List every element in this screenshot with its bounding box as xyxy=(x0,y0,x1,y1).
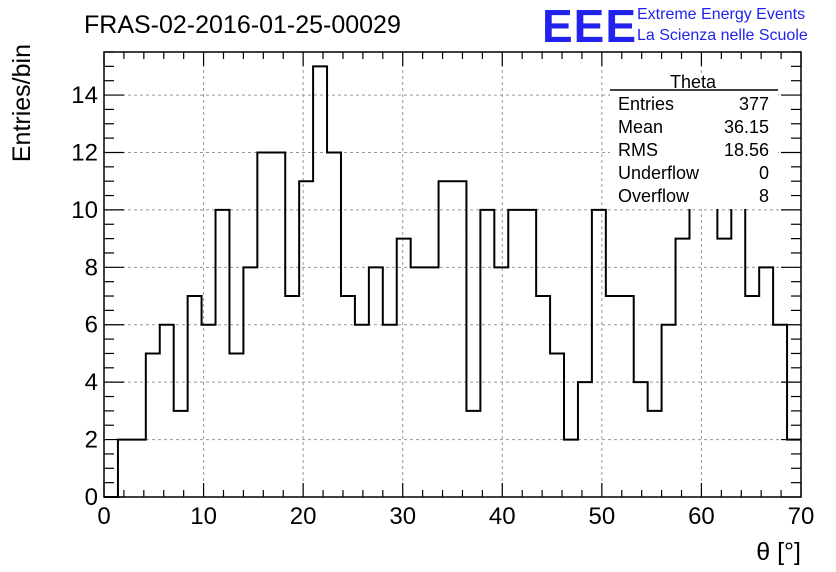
histogram-bin xyxy=(494,267,508,497)
histogram-bin xyxy=(522,210,536,497)
run-title: FRAS-02-2016-01-25-00029 xyxy=(84,11,401,39)
stats-entries-label: Entries xyxy=(618,94,674,114)
y-axis-label: Entries/bin xyxy=(8,44,36,162)
eee-logo-line1: Extreme Energy Events xyxy=(637,6,805,23)
eee-logo-line2: La Scienza nelle Scuole xyxy=(637,27,808,44)
histogram-bin xyxy=(132,440,146,497)
histogram-bin xyxy=(383,325,397,497)
stats-overflow-value: 8 xyxy=(759,186,769,206)
axis-ticks xyxy=(103,51,802,498)
stats-rms-label: RMS xyxy=(618,140,658,160)
histogram-bin xyxy=(411,267,425,497)
histogram-bin xyxy=(536,296,550,497)
y-tick-label: 6 xyxy=(85,312,98,339)
histogram-bin xyxy=(773,325,787,497)
histogram-bin xyxy=(299,181,313,497)
histogram-bin xyxy=(216,210,230,497)
histogram-bin xyxy=(648,411,662,497)
histogram-bin xyxy=(439,181,453,497)
histogram-bin xyxy=(243,267,257,497)
y-tick-label: 4 xyxy=(85,369,98,396)
stats-underflow-value: 0 xyxy=(759,163,769,183)
histogram-bin xyxy=(480,210,494,497)
histogram-bin xyxy=(271,152,285,497)
histogram-bin xyxy=(466,411,480,497)
histogram-bin xyxy=(578,382,592,497)
stats-mean-label: Mean xyxy=(618,117,663,137)
histogram-step-line xyxy=(104,65,801,498)
histogram-bin xyxy=(592,210,606,497)
histogram-bin xyxy=(662,325,676,497)
stats-overflow-label: Overflow xyxy=(618,186,690,206)
x-tick-label: 50 xyxy=(589,503,616,530)
histogram-bin xyxy=(508,210,522,497)
y-tick-label: 8 xyxy=(85,254,98,281)
histogram-bin xyxy=(160,325,174,497)
histogram-bin xyxy=(313,66,327,497)
stats-underflow-label: Underflow xyxy=(618,163,700,183)
stats-rms-value: 18.56 xyxy=(724,140,769,160)
histogram-bin xyxy=(676,239,690,497)
x-tick-label: 40 xyxy=(489,503,516,530)
plot-frame xyxy=(103,51,802,498)
histogram-bin xyxy=(397,239,411,497)
histogram-bin xyxy=(731,181,745,497)
eee-logo-mark: EEE xyxy=(542,0,637,52)
stats-mean-value: 36.15 xyxy=(724,117,769,137)
histogram-bin xyxy=(257,152,271,497)
histogram-bin xyxy=(425,267,439,497)
histogram-bin xyxy=(202,325,216,497)
histogram-bin xyxy=(146,353,160,497)
histogram-bin xyxy=(355,325,369,497)
x-tick-label: 0 xyxy=(97,503,110,530)
histogram-bin xyxy=(717,239,731,497)
x-tick-label: 70 xyxy=(788,503,815,530)
histogram-bin xyxy=(564,440,578,497)
histogram-bin xyxy=(759,267,773,497)
histogram-bin xyxy=(634,382,648,497)
y-tick-label: 10 xyxy=(71,197,98,224)
histogram-bin xyxy=(188,296,202,497)
histogram-bin xyxy=(620,296,634,497)
histogram-bin xyxy=(606,296,620,497)
eee-logo: EEE Extreme Energy Events La Scienza nel… xyxy=(542,0,808,52)
x-tick-label: 60 xyxy=(688,503,715,530)
stats-entries-value: 377 xyxy=(739,94,769,114)
histogram-bin xyxy=(550,353,564,497)
y-tick-label: 12 xyxy=(71,139,98,166)
y-tick-labels: 0 2 4 6 8 10 12 14 xyxy=(71,82,98,511)
x-axis-label: θ [°] xyxy=(756,538,801,566)
histogram-bin xyxy=(118,440,132,497)
histogram-bin xyxy=(327,152,341,497)
y-tick-label: 0 xyxy=(85,484,98,511)
y-tick-label: 2 xyxy=(85,427,98,454)
histogram-bin xyxy=(453,181,467,497)
y-tick-label: 14 xyxy=(71,82,98,109)
histogram-bin xyxy=(341,296,355,497)
histogram-bin xyxy=(229,353,243,497)
histogram-bin xyxy=(174,411,188,497)
histogram-bin xyxy=(745,296,759,497)
histogram-bin xyxy=(285,296,299,497)
histogram-bin xyxy=(689,181,703,497)
x-tick-label: 30 xyxy=(389,503,416,530)
stats-box-background xyxy=(610,74,778,209)
histogram-bin xyxy=(369,267,383,497)
stats-box-title: Theta xyxy=(670,72,717,92)
stats-box: Theta Entries 377 Mean 36.15 RMS 18.56 U… xyxy=(610,72,778,209)
x-tick-labels: 0 10 20 30 40 50 60 70 xyxy=(97,503,814,530)
x-tick-label: 20 xyxy=(290,503,317,530)
x-tick-label: 10 xyxy=(190,503,217,530)
